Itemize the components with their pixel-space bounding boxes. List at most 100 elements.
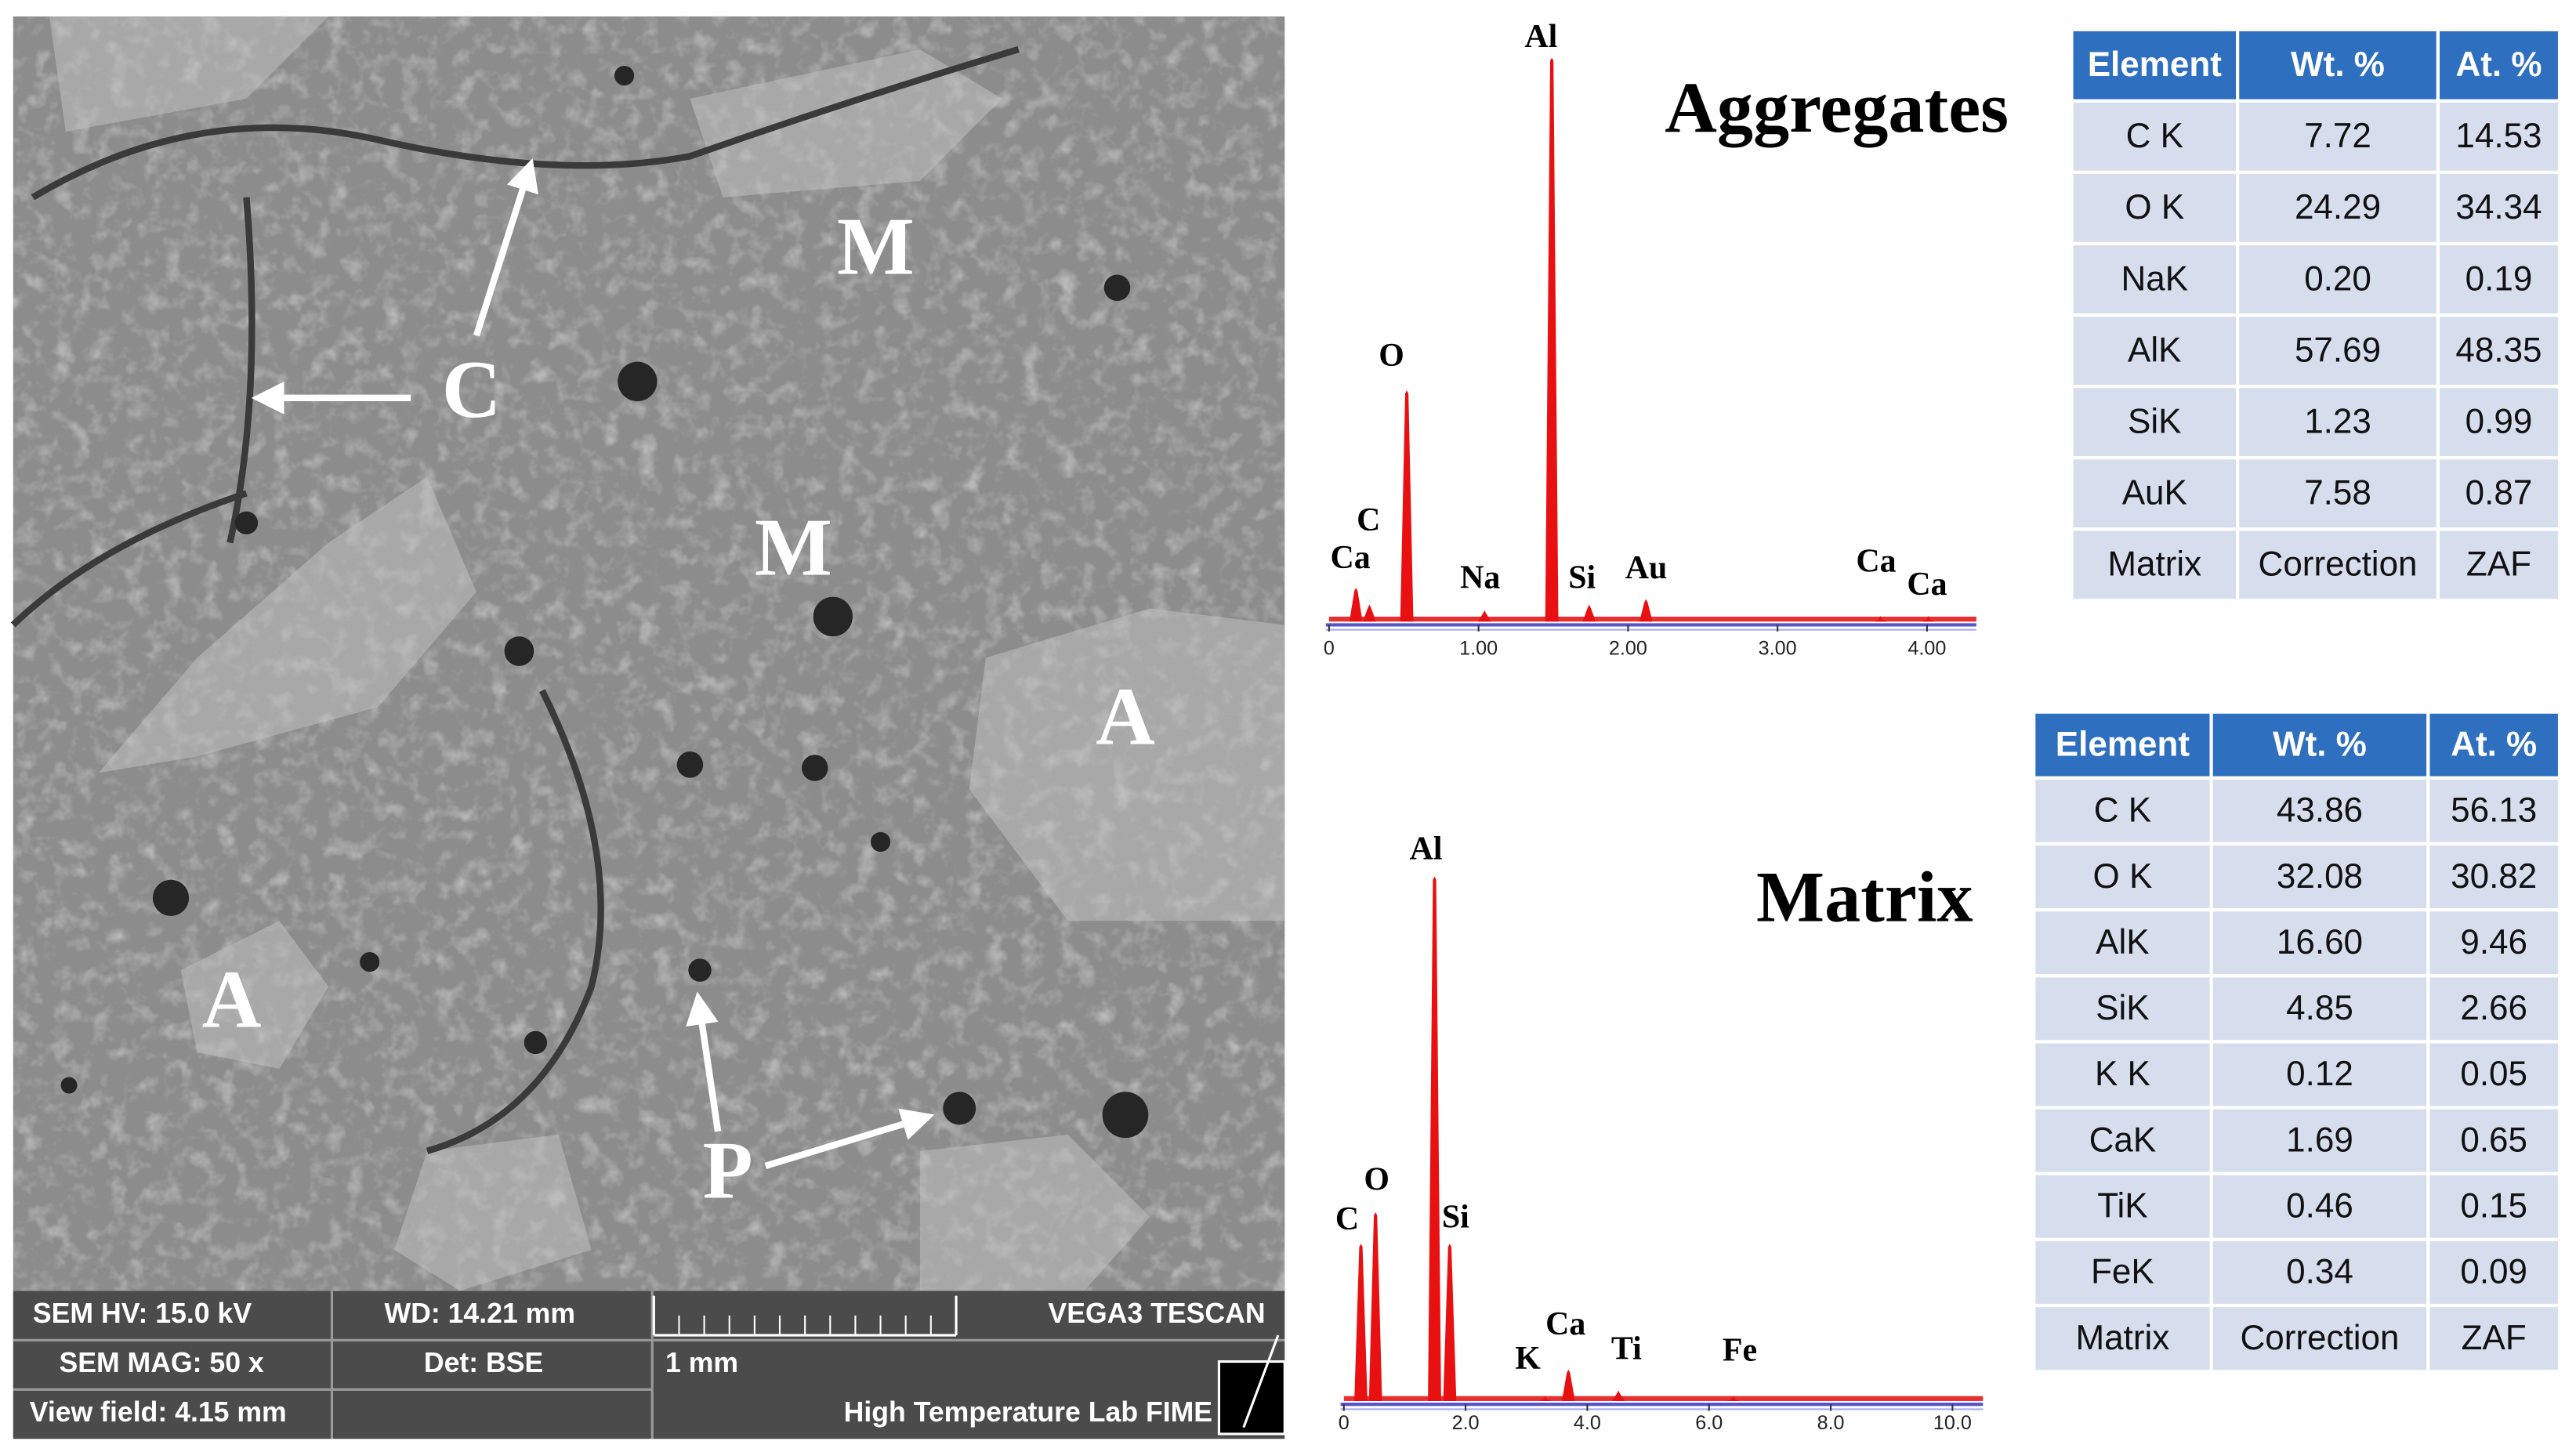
table-header-text: Wt. %: [2291, 45, 2385, 84]
x-tick-label: 8.0: [1817, 1412, 1845, 1434]
peak: [1545, 57, 1559, 622]
x-tick-label: 6.0: [1695, 1412, 1723, 1434]
table-text: AuK: [2122, 473, 2187, 512]
peak-label: Ca: [1545, 1306, 1585, 1342]
peak-label: Na: [1460, 559, 1500, 596]
peak-label: C: [1335, 1201, 1359, 1237]
table-header-text: At. %: [2451, 725, 2537, 763]
table-header-cell: [2436, 27, 2562, 103]
noise-floor: [1328, 616, 1976, 622]
peak: [1400, 390, 1414, 622]
table-cell: [2209, 1040, 2430, 1110]
table-text: 0.34: [2286, 1253, 2353, 1291]
peak: [1726, 1396, 1741, 1401]
table-text: 32.08: [2277, 857, 2363, 896]
table-text: 1.23: [2304, 402, 2371, 440]
table-cell: [2070, 170, 2240, 246]
peak: [1368, 1211, 1382, 1401]
sem-label: C: [442, 344, 502, 435]
table-text: 30.82: [2451, 857, 2537, 896]
table-cell: [2209, 1106, 2430, 1175]
table-cell: [2070, 385, 2240, 460]
table-header-text: At. %: [2455, 45, 2542, 84]
peak: [1538, 1396, 1552, 1401]
peak-label: Al: [1410, 831, 1443, 867]
x-tick-label: 0: [1339, 1412, 1350, 1434]
x-tick-label: 0: [1324, 638, 1335, 660]
peak-label: Au: [1625, 550, 1668, 586]
x-tick-label: 3.00: [1759, 638, 1797, 660]
table-text: 16.60: [2277, 923, 2363, 961]
info-text: 1 mm: [665, 1347, 738, 1378]
peak-label: Ca: [1856, 543, 1896, 579]
x-tick-label: 4.00: [1908, 638, 1946, 660]
table-text: 24.29: [2295, 188, 2381, 226]
table-cell: [2426, 974, 2562, 1044]
peak: [1874, 616, 1888, 622]
table-cell: [2436, 313, 2562, 389]
peak-label: Si: [1568, 559, 1596, 596]
spectrum-title: Matrix: [1756, 856, 1973, 936]
table-header-cell: [2032, 710, 2213, 780]
table-header-cell: [2209, 710, 2430, 780]
sem-label: P: [703, 1125, 753, 1216]
table-text: Matrix: [2076, 1319, 2170, 1357]
info-text: WD: 14.21 mm: [385, 1298, 575, 1329]
table-text: C K: [2126, 117, 2183, 155]
table-text: ZAF: [2462, 1319, 2527, 1357]
peak-label: Fe: [1723, 1333, 1757, 1369]
peak-label: Al: [1524, 19, 1557, 55]
table-text: 7.58: [2304, 473, 2371, 512]
spectrum-title: Aggregates: [1665, 67, 2009, 147]
table-header-cell: [2236, 27, 2440, 103]
table-text: 0.12: [2286, 1055, 2353, 1093]
table-text: ZAF: [2466, 545, 2531, 584]
peak: [1561, 1369, 1575, 1401]
info-text: SEM MAG: 50 x: [59, 1347, 263, 1378]
table-text: 9.46: [2460, 923, 2527, 961]
table-cell: [2426, 908, 2562, 978]
table-text: 48.35: [2455, 331, 2542, 369]
info-text: View field: 4.15 mm: [30, 1396, 287, 1428]
x-tick-label: 1.00: [1459, 638, 1498, 660]
table-cell: [2436, 241, 2562, 317]
table-text: K K: [2095, 1055, 2150, 1093]
peak-label: O: [1379, 338, 1404, 374]
table-text: CaK: [2089, 1121, 2157, 1159]
table-cell: [2032, 1106, 2213, 1175]
table-cell: [2426, 776, 2562, 846]
x-tick-label: 2.0: [1452, 1412, 1480, 1434]
peak-label: C: [1357, 502, 1380, 538]
x-tick-label: 2.00: [1609, 638, 1647, 660]
table-header-cell: [2070, 27, 2240, 103]
info-text: SEM HV: 15.0 kV: [33, 1298, 252, 1329]
peak-label: Si: [1442, 1200, 1469, 1236]
peak: [1363, 604, 1376, 622]
table-text: 0.05: [2460, 1055, 2527, 1093]
peak-label: Ca: [1907, 567, 1947, 603]
peak: [1639, 599, 1653, 622]
table-header-text: Wt. %: [2273, 725, 2367, 763]
table-text: Matrix: [2107, 545, 2201, 584]
table-text: Correction: [2240, 1319, 2399, 1357]
info-bar: [13, 1291, 1286, 1439]
table-text: 0.65: [2460, 1121, 2527, 1159]
table-header-cell: [2426, 710, 2562, 780]
table-text: 57.69: [2295, 331, 2381, 369]
table-cell: [2032, 1040, 2213, 1110]
noise-floor: [1343, 1396, 1984, 1401]
peak-label: O: [1364, 1161, 1389, 1197]
table-cell: [2236, 385, 2440, 460]
sem-image: [10, 16, 1285, 1291]
table-text: SiK: [2096, 989, 2149, 1027]
table-header-text: Element: [2088, 45, 2223, 84]
peak: [1349, 588, 1363, 622]
table-cell: [2236, 527, 2440, 603]
table-header-text: Element: [2056, 725, 2190, 763]
sem-label: A: [202, 954, 262, 1045]
table-text: TiK: [2097, 1187, 2147, 1226]
table-text: AlK: [2128, 331, 2181, 369]
peak-label: K: [1515, 1341, 1541, 1377]
